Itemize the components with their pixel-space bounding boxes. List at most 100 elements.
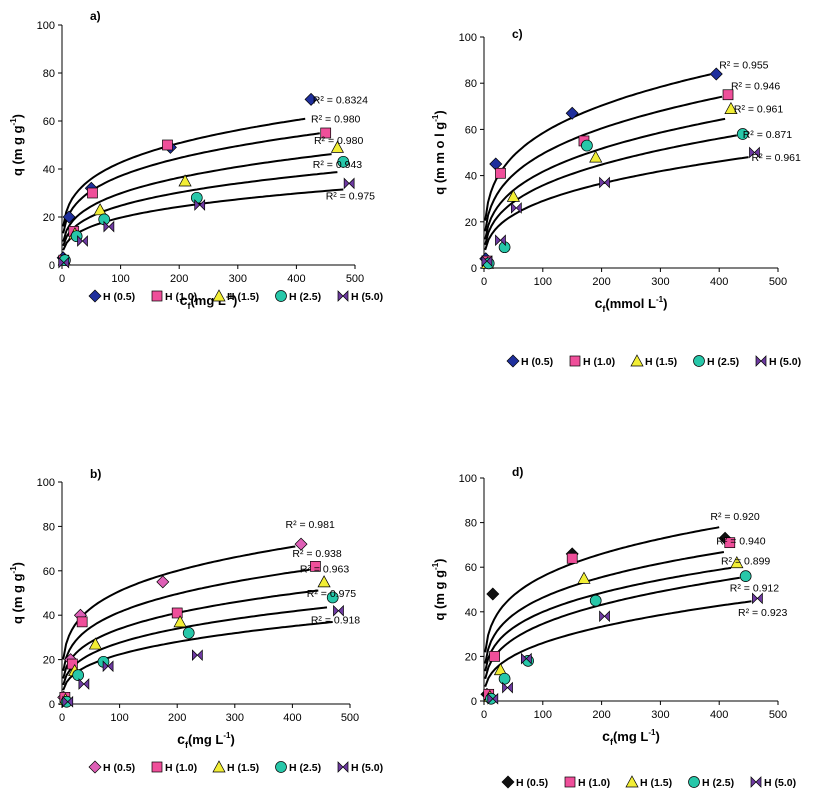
x-tick-label: 0: [481, 276, 487, 288]
r2-label: R² = 0.980: [314, 135, 363, 147]
legend-entry: H (1.5): [227, 762, 259, 774]
data-point: [565, 106, 579, 120]
data-point: [599, 176, 610, 189]
legend-entry: H (2.5): [289, 762, 321, 774]
data-point: [182, 627, 195, 639]
x-tick-label: 100: [111, 273, 129, 285]
data-point: [709, 67, 723, 81]
legend-entry: H (2.5): [707, 356, 739, 368]
legend-entry: H (5.0): [351, 762, 383, 774]
fit-curve: [484, 600, 752, 688]
x-tick-label: 300: [226, 712, 244, 724]
data-point: [589, 150, 603, 163]
y-tick-label: 60: [465, 124, 477, 136]
x-tick-label: 300: [651, 709, 669, 721]
x-tick-label: 200: [592, 276, 610, 288]
r2-label: R² = 0.899: [721, 556, 770, 568]
fit-curve: [484, 134, 737, 246]
panel-label: b): [90, 467, 101, 481]
y-tick-label: 80: [43, 68, 55, 80]
legend-entry: H (2.5): [289, 291, 321, 303]
legend-marker: [501, 775, 515, 789]
y-tick-label: 40: [465, 171, 477, 183]
x-tick-label: 400: [710, 709, 728, 721]
x-tick-label: 200: [170, 273, 188, 285]
fit-curve: [484, 73, 711, 221]
legend-marker: [755, 355, 767, 367]
legend-marker: [693, 355, 705, 367]
r2-label: R² = 0.912: [730, 582, 779, 594]
data-point: [739, 570, 752, 582]
x-tick-label: 200: [592, 709, 610, 721]
x-tick-label: 400: [710, 276, 728, 288]
legend-marker: [569, 355, 581, 367]
data-point: [310, 561, 321, 572]
data-point: [498, 672, 511, 685]
data-point: [487, 692, 499, 705]
r2-label: R² = 0.975: [326, 190, 375, 202]
data-point: [77, 235, 88, 247]
legend-marker: [337, 290, 349, 302]
r2-label: R² = 0.923: [738, 607, 787, 619]
y-tick-label: 80: [43, 521, 55, 533]
x-tick-label: 0: [59, 712, 65, 724]
legend-marker: [151, 761, 163, 773]
legend-entry: H (2.5): [702, 777, 734, 789]
panel-label: d): [512, 465, 523, 479]
x-tick-label: 100: [534, 276, 552, 288]
data-point: [294, 537, 308, 551]
data-point: [506, 189, 520, 202]
r2-label: R² = 0.871: [743, 129, 792, 141]
x-tick-label: 200: [168, 712, 186, 724]
data-point: [724, 101, 738, 114]
data-point: [178, 174, 192, 187]
data-point: [156, 575, 170, 589]
y-tick-label: 40: [43, 164, 55, 176]
x-tick-label: 500: [341, 712, 359, 724]
data-point: [495, 167, 506, 179]
y-axis-label: q (m g g-1): [431, 558, 447, 620]
x-tick-label: 100: [534, 709, 552, 721]
y-tick-label: 100: [37, 477, 55, 489]
data-point: [330, 140, 345, 153]
data-point: [730, 556, 744, 569]
x-axis-label: cf(mg L-1): [602, 728, 660, 747]
fit-curve: [62, 171, 338, 247]
data-point: [722, 89, 734, 101]
x-tick-label: 0: [481, 709, 487, 721]
legend-entry: H (1.0): [578, 777, 610, 789]
legend-entry: H (5.0): [769, 356, 801, 368]
data-point: [752, 592, 763, 605]
fit-curve: [484, 156, 749, 251]
data-point: [102, 660, 114, 673]
data-point: [93, 203, 107, 216]
data-point: [171, 607, 183, 619]
data-point: [304, 92, 318, 106]
y-axis-label: q (m g g-1): [9, 114, 25, 176]
data-point: [599, 610, 610, 623]
data-point: [326, 591, 339, 604]
r2-label: R² = 0.955: [719, 60, 768, 72]
data-point: [192, 649, 203, 662]
chart-c: 0 20 40 60 80 100 0 100 200 300 400 500 c) cf(mmol L-…: [408, 0, 816, 400]
chart-b: 0 20 40 60 80 100 0 100 200 300 400 500 b) cf(mg L-1)…: [0, 406, 408, 806]
data-point: [749, 146, 760, 159]
data-point: [343, 177, 355, 190]
r2-label: R² = 0.980: [311, 114, 360, 126]
y-tick-label: 80: [465, 78, 477, 90]
data-point: [495, 234, 506, 247]
data-point: [320, 127, 332, 139]
legend-marker: [564, 776, 576, 788]
y-tick-label: 100: [37, 20, 55, 32]
data-point: [62, 210, 76, 224]
chart-b-svg: 0 20 40 60 80 100 0 100 200 300 400 500 b) cf(mg L-1)…: [9, 467, 383, 774]
data-point: [337, 155, 350, 168]
x-axis-label: cf(mg L-1): [177, 731, 235, 750]
fit-curve: [484, 551, 725, 664]
chart-d: 0 20 40 60 80 100 0 100 200 300 400 500 d) cf(mg L-1)…: [408, 406, 816, 806]
fit-curve: [484, 526, 720, 653]
x-tick-label: 500: [346, 273, 364, 285]
y-tick-label: 40: [43, 610, 55, 622]
legend-entry: H (1.5): [640, 777, 672, 789]
fit-curve: [62, 589, 319, 679]
